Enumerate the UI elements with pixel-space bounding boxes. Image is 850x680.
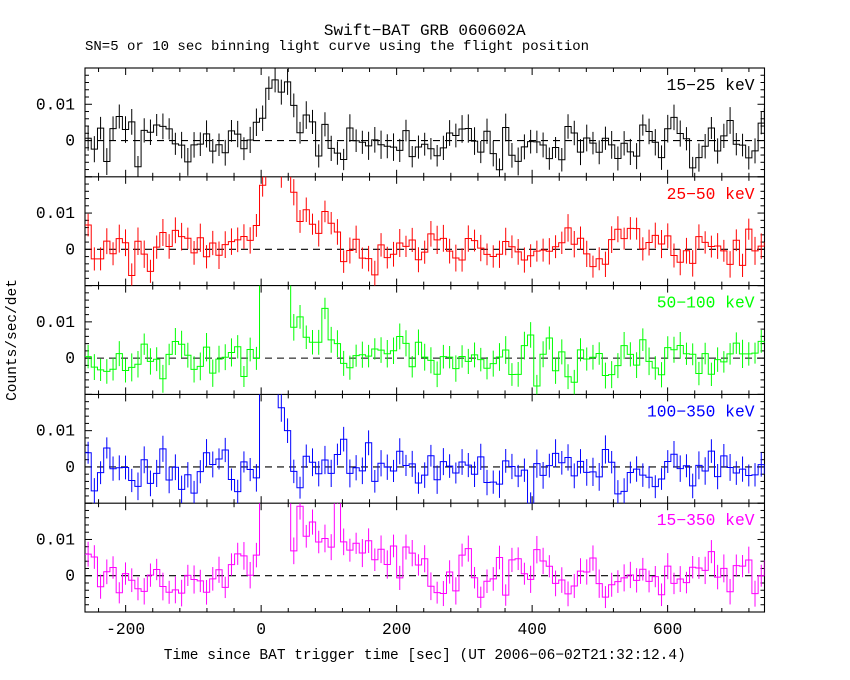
- svg-text:-200: -200: [106, 620, 145, 639]
- svg-text:600: 600: [653, 620, 682, 639]
- svg-text:Time since BAT trigger time [s: Time since BAT trigger time [sec] (UT 20…: [164, 648, 686, 664]
- svg-text:0: 0: [256, 620, 266, 639]
- svg-text:0: 0: [65, 240, 75, 259]
- svg-text:15−350 keV: 15−350 keV: [657, 511, 755, 530]
- svg-text:0: 0: [65, 349, 75, 368]
- svg-text:0: 0: [65, 458, 75, 477]
- svg-text:0: 0: [65, 132, 75, 151]
- svg-text:25−50 keV: 25−50 keV: [667, 185, 755, 204]
- svg-text:0: 0: [65, 567, 75, 586]
- svg-text:50−100 keV: 50−100 keV: [657, 294, 755, 313]
- svg-text:15−25 keV: 15−25 keV: [667, 76, 755, 95]
- svg-text:200: 200: [382, 620, 411, 639]
- svg-text:Counts/sec/det: Counts/sec/det: [5, 279, 21, 401]
- svg-text:0.01: 0.01: [36, 204, 75, 223]
- svg-text:Swift−BAT GRB 060602A: Swift−BAT GRB 060602A: [324, 22, 526, 40]
- svg-text:0.01: 0.01: [36, 95, 75, 114]
- svg-text:SN=5 or 10 sec binning light c: SN=5 or 10 sec binning light curve using…: [85, 39, 589, 55]
- svg-text:100−350 keV: 100−350 keV: [647, 402, 755, 421]
- svg-text:400: 400: [517, 620, 546, 639]
- svg-text:0.01: 0.01: [36, 422, 75, 441]
- svg-text:0.01: 0.01: [36, 530, 75, 549]
- svg-text:0.01: 0.01: [36, 313, 75, 332]
